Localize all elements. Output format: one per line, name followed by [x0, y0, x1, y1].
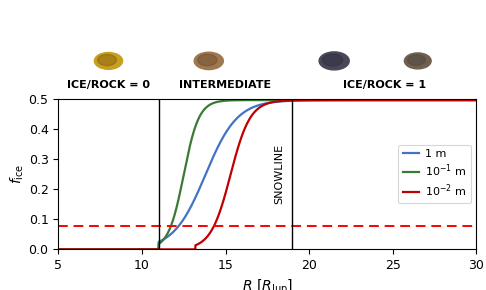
X-axis label: $R\ [R_{\rm Jup}]$: $R\ [R_{\rm Jup}]$ — [242, 278, 293, 290]
Legend: 1 m, $10^{-1}$ m, $10^{-2}$ m: 1 m, $10^{-1}$ m, $10^{-2}$ m — [398, 145, 471, 203]
Text: ICE/ROCK = 0: ICE/ROCK = 0 — [67, 79, 150, 90]
Text: INTERMEDIATE: INTERMEDIATE — [179, 79, 272, 90]
Y-axis label: $f_{\rm ice}$: $f_{\rm ice}$ — [8, 164, 26, 184]
Text: ICE/ROCK = 1: ICE/ROCK = 1 — [343, 79, 426, 90]
Text: SNOWLINE: SNOWLINE — [274, 144, 284, 204]
